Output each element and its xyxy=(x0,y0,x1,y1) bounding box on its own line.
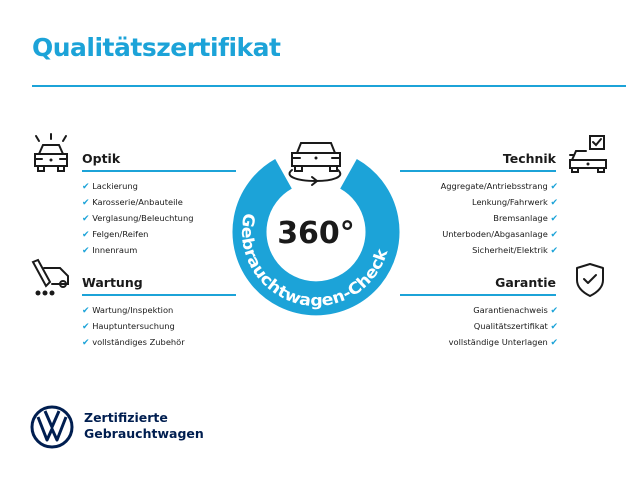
car-lights-icon xyxy=(34,133,68,172)
optik-list: ✔ Lackierung ✔ Karosserie/Anbauteile ✔ V… xyxy=(82,179,193,259)
technik-divider xyxy=(400,170,556,172)
check-icon: ✔ xyxy=(550,246,558,256)
optik-divider xyxy=(82,170,236,172)
list-item: ✔ Wartung/Inspektion xyxy=(82,305,174,316)
section-heading-optik: Optik xyxy=(82,151,121,166)
check-icon: ✔ xyxy=(82,246,90,256)
check-icon: ✔ xyxy=(550,230,558,240)
list-item: Sicherheit/Elektrik ✔ xyxy=(472,245,558,256)
car-checkbox-icon xyxy=(569,135,607,173)
section-heading-garantie: Garantie xyxy=(495,275,556,290)
list-item: Lenkung/Fahrwerk ✔ xyxy=(471,197,558,208)
section-heading-wartung: Wartung xyxy=(82,275,143,290)
garantie-list: Garantienachweis ✔ Qualitätszertifikat ✔… xyxy=(380,303,558,351)
list-item: ✔ Karosserie/Anbauteile xyxy=(82,197,183,208)
check-icon: ✔ xyxy=(550,214,558,224)
check-icon: ✔ xyxy=(82,338,90,348)
list-item: Bremsanlage ✔ xyxy=(493,213,558,224)
service-van-icon xyxy=(31,258,69,296)
footer-brand-text: Zertifizierte Gebrauchtwagen xyxy=(84,410,204,442)
check-icon: ✔ xyxy=(550,306,558,316)
check-icon: ✔ xyxy=(82,322,90,332)
badge-ring xyxy=(232,158,400,316)
page-title: Qualitätszertifikat xyxy=(32,33,281,62)
list-item: ✔ Felgen/Reifen xyxy=(82,229,149,240)
car-rotate-icon xyxy=(288,142,342,186)
garantie-divider xyxy=(400,294,556,296)
shield-check-icon xyxy=(576,263,604,297)
list-item: ✔ Innenraum xyxy=(82,245,138,256)
technik-list: Aggregate/Antriebsstrang ✔ Lenkung/Fahrw… xyxy=(380,179,558,259)
check-icon: ✔ xyxy=(82,214,90,224)
list-item: Qualitätszertifikat ✔ xyxy=(473,321,558,332)
check-icon: ✔ xyxy=(82,306,90,316)
list-item: Unterboden/Abgasanlage ✔ xyxy=(442,229,558,240)
footer-line-1: Zertifizierte xyxy=(84,410,168,425)
check-icon: ✔ xyxy=(550,338,558,348)
check-icon: ✔ xyxy=(82,198,90,208)
360-check-badge: Gebrauchtwagen-Check 360° xyxy=(232,142,400,316)
title-divider xyxy=(32,85,626,87)
list-item: ✔ Lackierung xyxy=(82,181,138,192)
list-item: ✔ Verglasung/Beleuchtung xyxy=(82,213,194,224)
list-item: ✔ vollständiges Zubehör xyxy=(82,337,185,348)
list-item: ✔ Hauptuntersuchung xyxy=(82,321,175,332)
footer-line-2: Gebrauchtwagen xyxy=(84,426,204,441)
check-icon: ✔ xyxy=(82,230,90,240)
vw-logo xyxy=(30,405,74,449)
check-icon: ✔ xyxy=(82,182,90,192)
check-icon: ✔ xyxy=(550,198,558,208)
check-icon: ✔ xyxy=(550,182,558,192)
badge-value: 360° xyxy=(277,216,355,251)
list-item: Aggregate/Antriebsstrang ✔ xyxy=(440,181,558,192)
section-heading-technik: Technik xyxy=(502,151,556,166)
list-item: vollständige Unterlagen ✔ xyxy=(448,337,558,348)
wartung-list: ✔ Wartung/Inspektion ✔ Hauptuntersuchung… xyxy=(82,303,185,351)
list-item: Garantienachweis ✔ xyxy=(473,305,558,316)
check-icon: ✔ xyxy=(550,322,558,332)
wartung-divider xyxy=(82,294,236,296)
